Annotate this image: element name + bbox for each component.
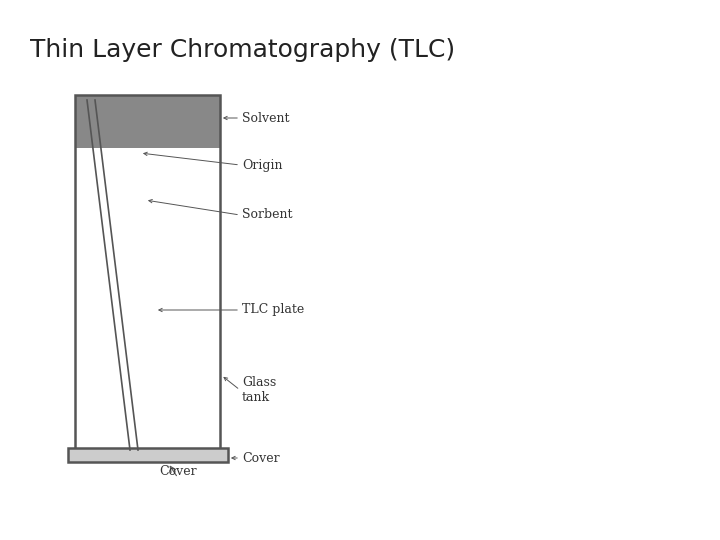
Text: Solvent: Solvent (242, 111, 289, 125)
Text: Origin: Origin (242, 159, 282, 172)
Bar (75, 95, 220, 148)
Text: Cover: Cover (159, 465, 197, 478)
Text: Thin Layer Chromatography (TLC): Thin Layer Chromatography (TLC) (30, 38, 455, 62)
Text: Cover: Cover (242, 451, 279, 464)
Bar (75, 95, 220, 450)
Text: TLC plate: TLC plate (242, 303, 305, 316)
Bar (68, 448, 228, 462)
Text: Glass
tank: Glass tank (242, 376, 276, 404)
Text: Sorbent: Sorbent (242, 208, 292, 221)
